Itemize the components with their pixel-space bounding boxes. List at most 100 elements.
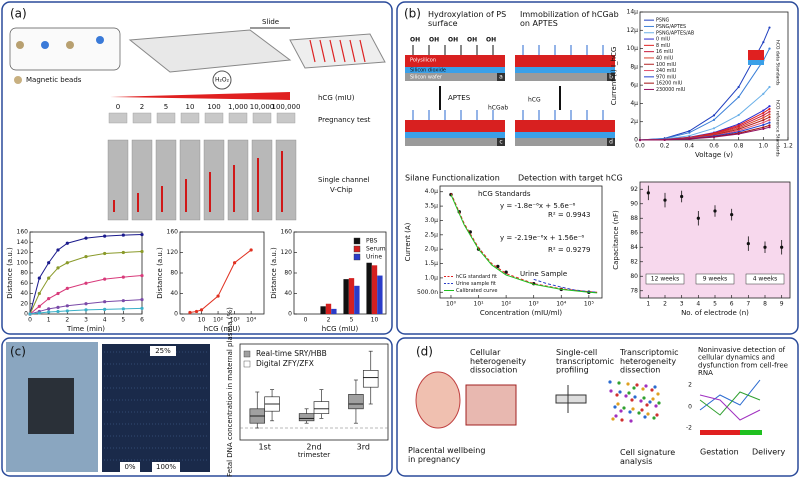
- tsne-dot: [648, 400, 652, 404]
- tsne-dot: [644, 384, 648, 388]
- legend-label: Urine: [366, 254, 382, 261]
- y-tick-label: 160: [17, 229, 29, 236]
- x-tick-label: 10⁰: [446, 301, 457, 308]
- bead: [41, 41, 49, 49]
- x-tick-label: 5: [713, 301, 717, 308]
- bead-box: [9, 27, 121, 71]
- label: a: [499, 74, 503, 81]
- data-point: [768, 110, 771, 113]
- text-line: dissociation: [470, 365, 517, 374]
- x-tick-label: 10²: [213, 317, 224, 324]
- data-point: [780, 245, 784, 249]
- label: Silicon dioxide: [410, 68, 446, 74]
- data-point: [140, 232, 144, 237]
- legend-swatch: [243, 350, 251, 358]
- oh-label: OH: [410, 37, 420, 44]
- tsne-dot: [615, 393, 619, 397]
- label: H₂O₂: [215, 77, 230, 84]
- data-point: [688, 129, 691, 133]
- tsne-dot: [616, 402, 620, 406]
- text-line: Immobilization of hCGab: [520, 10, 619, 19]
- x-tick-label: 10: [371, 317, 379, 324]
- x-tick-label: 10³: [230, 317, 241, 324]
- y-tick-label: 3.0μ: [425, 217, 439, 224]
- data-point: [663, 198, 667, 202]
- tsne-dot: [626, 382, 630, 386]
- text-line: Cell signature: [620, 448, 675, 457]
- layer-wafer: [515, 73, 615, 81]
- data-point: [56, 309, 60, 314]
- y-tick-label: 2.0μ: [425, 246, 439, 253]
- data-point: [199, 308, 204, 312]
- data-point: [762, 123, 765, 127]
- concentration-label: 1,000: [228, 103, 248, 111]
- data-point: [121, 307, 125, 311]
- y-axis-label: Distance (a.u.): [270, 247, 278, 299]
- tsne-dot: [631, 407, 635, 411]
- y-tick-label: 4μ: [630, 100, 638, 107]
- x-axis-label: hCG (mIU): [322, 325, 359, 333]
- annotation: R² = 0.9943: [548, 211, 590, 219]
- layer-poly: [405, 55, 505, 67]
- y-axis-label: Current (A): [404, 222, 412, 261]
- vchip-ink: [185, 179, 187, 212]
- tsne-dot: [618, 390, 622, 394]
- tsne-dot: [620, 418, 624, 422]
- plot-frame: [439, 185, 603, 299]
- y-tick-label: 60: [20, 280, 28, 287]
- x-tick-label: 0.0: [635, 143, 645, 150]
- layer-oxide: [405, 132, 505, 138]
- x-tick-label: 2: [327, 317, 331, 324]
- data-point: [737, 95, 740, 99]
- x-tick-label: 10³: [529, 301, 540, 308]
- x-tick-label: 3: [680, 301, 684, 308]
- text-line: heterogeneity: [620, 356, 676, 365]
- vchip-image: [131, 139, 153, 221]
- text-line: dysfunction from cell-free: [698, 361, 788, 369]
- oh-label: OH: [467, 37, 477, 44]
- legend-label: 8 mIU: [656, 43, 671, 49]
- vchip-image: [107, 139, 129, 221]
- data-point: [663, 138, 666, 141]
- sub-label-box: [607, 73, 615, 81]
- y-tick-label: 6μ: [630, 82, 638, 89]
- bar: [354, 285, 360, 314]
- data-point: [712, 127, 716, 130]
- x-tick-label: 5: [121, 317, 125, 324]
- vchip-ink: [113, 200, 115, 212]
- bar: [331, 308, 337, 314]
- data-point: [762, 126, 765, 129]
- data-point: [768, 113, 771, 116]
- data-point: [768, 26, 771, 29]
- x-tick-label: 3: [84, 317, 88, 324]
- vchip-channel: [319, 39, 326, 63]
- x-tick-label: 1.0: [759, 143, 769, 150]
- label: Detection with target hCG: [518, 174, 623, 183]
- data-point: [121, 275, 125, 279]
- concentration-label: 10,000: [250, 103, 275, 111]
- y-tick-label: 80: [20, 270, 28, 277]
- panel-label: (c): [10, 345, 26, 359]
- vchip-image: [203, 139, 225, 221]
- data-point: [188, 310, 192, 315]
- label: Silane Functionalization: [405, 174, 500, 183]
- label: 0%: [124, 463, 135, 471]
- data-point: [140, 273, 144, 278]
- data-point: [121, 250, 125, 255]
- layer-wafer: [515, 138, 615, 146]
- data-point: [56, 248, 60, 252]
- tsne-dot: [624, 394, 628, 398]
- test-strip: [132, 112, 152, 124]
- data-point: [768, 118, 771, 121]
- data-point: [496, 264, 500, 269]
- vchip-ink: [257, 158, 259, 212]
- gradient: [110, 92, 290, 100]
- tsne-dot: [608, 380, 612, 384]
- tsne-dot: [655, 413, 659, 417]
- legend-label: PBS: [366, 238, 378, 245]
- y-tick-label: 2.5μ: [425, 231, 439, 238]
- data-point: [504, 270, 508, 274]
- label: Slide: [262, 18, 279, 26]
- concentration-label: 2: [140, 103, 144, 111]
- legend-label: Calibrated curve: [456, 288, 497, 294]
